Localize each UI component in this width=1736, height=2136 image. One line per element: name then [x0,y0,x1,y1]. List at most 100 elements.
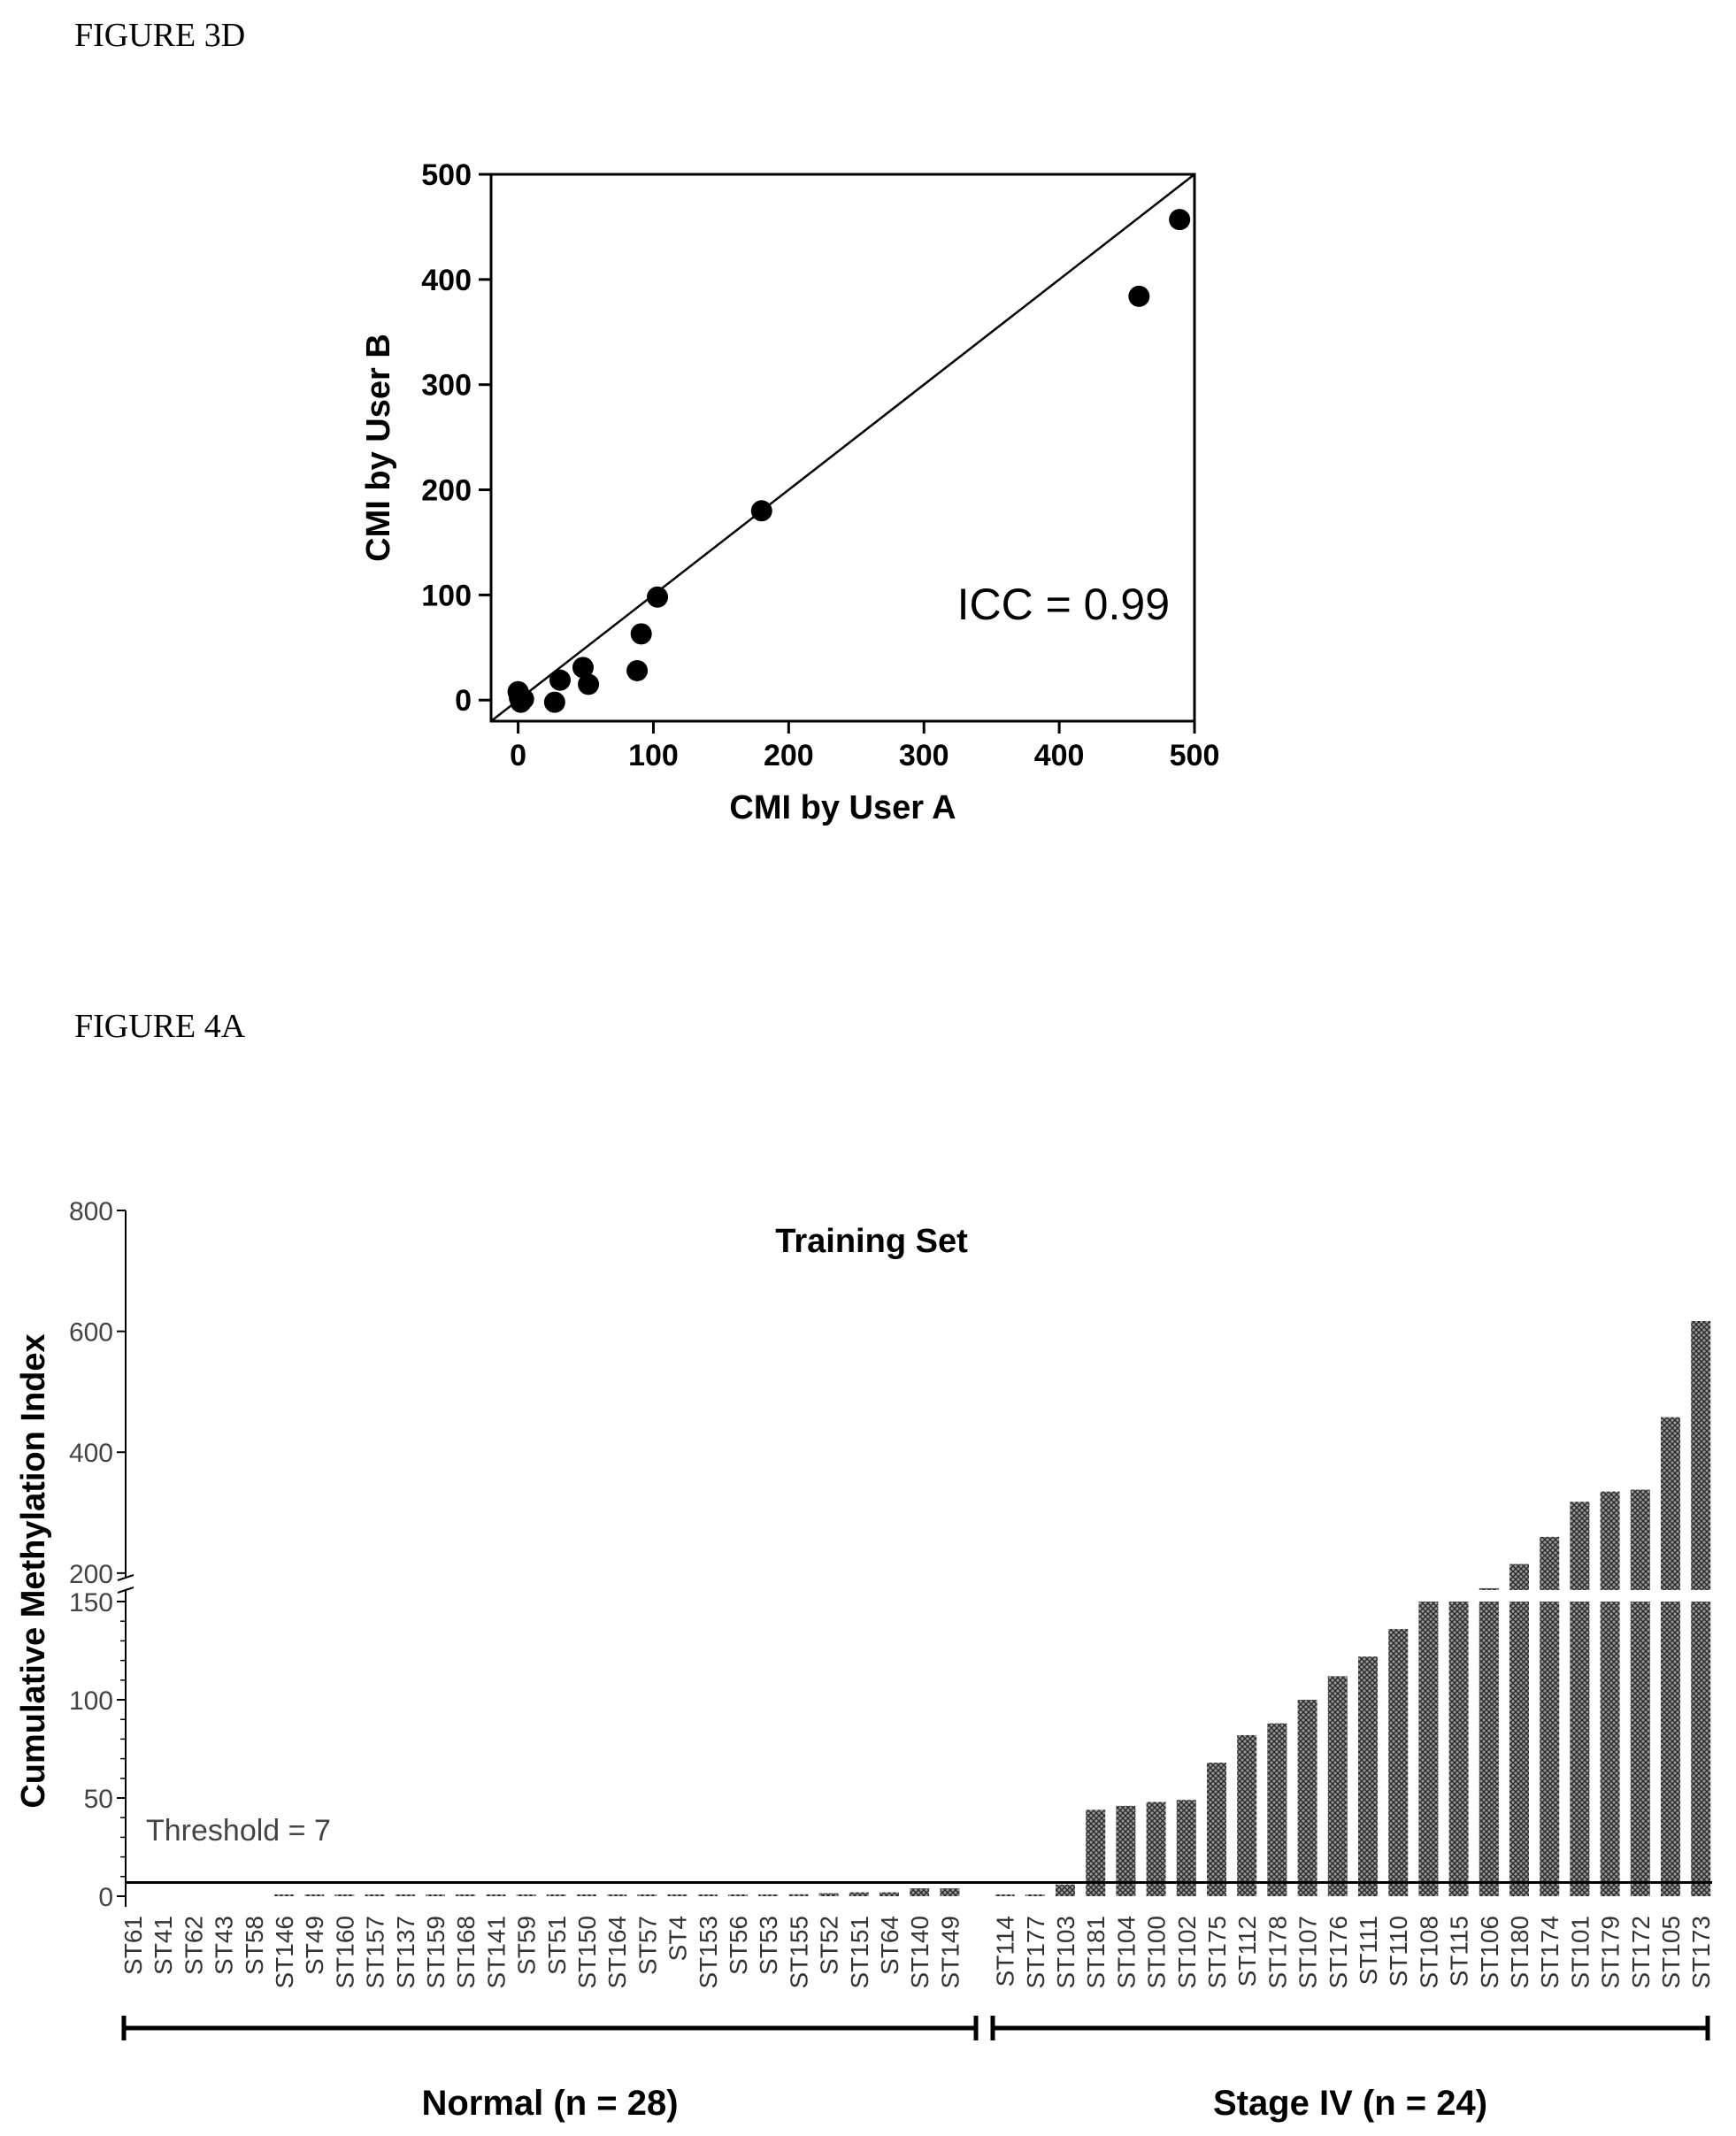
bar [1237,1734,1257,1896]
category-label: ST57 [634,1916,661,1975]
x-axis-label: CMI by User A [729,789,956,826]
group-label: Stage IV (n = 24) [1213,2084,1487,2123]
category-label: ST160 [331,1916,358,1989]
category-label: ST102 [1173,1916,1201,1989]
bar [1540,1536,1560,1596]
category-label: ST103 [1052,1916,1079,1989]
icc-annotation: ICC = 0.99 [957,580,1170,629]
y-tick-label: 200 [69,1560,113,1589]
category-label: ST49 [301,1916,328,1975]
category-label: ST176 [1325,1916,1352,1989]
bar [1661,1602,1680,1896]
bar [426,1894,445,1896]
y-tick-label: 0 [455,684,472,718]
bar [274,1894,294,1896]
y-tick-label: 200 [421,474,472,508]
category-label: ST100 [1143,1916,1171,1989]
category-label: ST177 [1022,1916,1049,1989]
category-label: ST173 [1687,1916,1715,1989]
data-point [543,691,565,713]
scatter-chart: 0 100 200 300 400 500 0 100 200 300 400 500 CMI by U… [360,158,1220,826]
category-label: ST53 [755,1916,782,1975]
bar [910,1888,930,1896]
data-point [630,623,652,645]
data-point [750,500,772,522]
category-label: ST149 [936,1916,964,1989]
y-tick-label: 800 [69,1197,113,1226]
x-tick-label: 100 [628,739,679,772]
category-label: ST172 [1627,1916,1655,1989]
bar [1358,1656,1378,1896]
bar [940,1888,960,1896]
group-label: Normal (n = 28) [421,2084,678,2123]
bar [1509,1602,1529,1896]
category-label: ST110 [1385,1916,1412,1986]
data-point [512,688,534,711]
y-tick-label: 0 [98,1883,113,1912]
bar [1207,1763,1226,1896]
bar [637,1894,657,1896]
y-tick-label: 150 [69,1588,113,1617]
bar [607,1894,627,1896]
bar [334,1894,355,1896]
bar [758,1894,779,1896]
bar [516,1894,536,1896]
axis-break-mark [117,1587,134,1594]
bar [456,1894,476,1896]
bar [1630,1602,1650,1896]
data-point [647,586,669,608]
y-tick-label: 400 [69,1439,113,1468]
data-point [1169,209,1191,231]
bar [1056,1884,1075,1896]
category-label: ST159 [422,1916,449,1989]
y-tick-label: 50 [84,1785,113,1814]
bar [1116,1805,1136,1896]
x-tick-label: 0 [510,739,526,772]
category-label: ST56 [725,1916,752,1975]
bar [1418,1602,1439,1896]
x-tick-label: 500 [1170,739,1220,772]
bar [880,1892,899,1896]
category-label: ST115 [1446,1916,1473,1986]
y-tick-label: 300 [421,369,472,403]
bar [1086,1809,1106,1896]
data-point [626,659,649,681]
x-tick-label: 300 [899,739,949,772]
figure-3d-label: FIGURE 3D [74,17,246,54]
data-point [549,669,571,691]
bar [1691,1321,1711,1596]
bar [697,1894,718,1896]
data-point [572,657,594,679]
bar [788,1894,809,1896]
category-label: ST168 [452,1916,480,1989]
category-label: ST146 [271,1916,298,1989]
category-label: ST137 [392,1916,419,1989]
plot-frame [489,173,1196,723]
bar [849,1892,869,1896]
category-label: ST151 [846,1916,873,1989]
category-label: ST43 [211,1916,238,1975]
category-label: ST104 [1112,1916,1140,1989]
category-label: ST101 [1566,1916,1594,1989]
category-label: ST4 [664,1916,692,1961]
category-label: ST179 [1597,1916,1625,1989]
y-tick-label: 100 [69,1687,113,1716]
category-label: ST141 [482,1916,510,1989]
bar [1297,1700,1317,1896]
category-label: ST51 [543,1916,571,1975]
bar [1600,1602,1620,1896]
identity-line [490,173,1195,722]
threshold-label: Threshold = 7 [146,1814,331,1848]
category-label: ST111 [1355,1916,1382,1985]
x-tick-label: 400 [1034,739,1085,772]
figure-4a-label: FIGURE 4A [74,1008,246,1045]
data-point [578,673,600,695]
bar [995,1894,1015,1896]
bar [1448,1602,1469,1896]
category-label: ST153 [695,1916,722,1989]
y-tick-label: 100 [421,579,472,612]
bar [1025,1894,1045,1896]
data-point [1128,285,1150,307]
bar [486,1894,506,1896]
